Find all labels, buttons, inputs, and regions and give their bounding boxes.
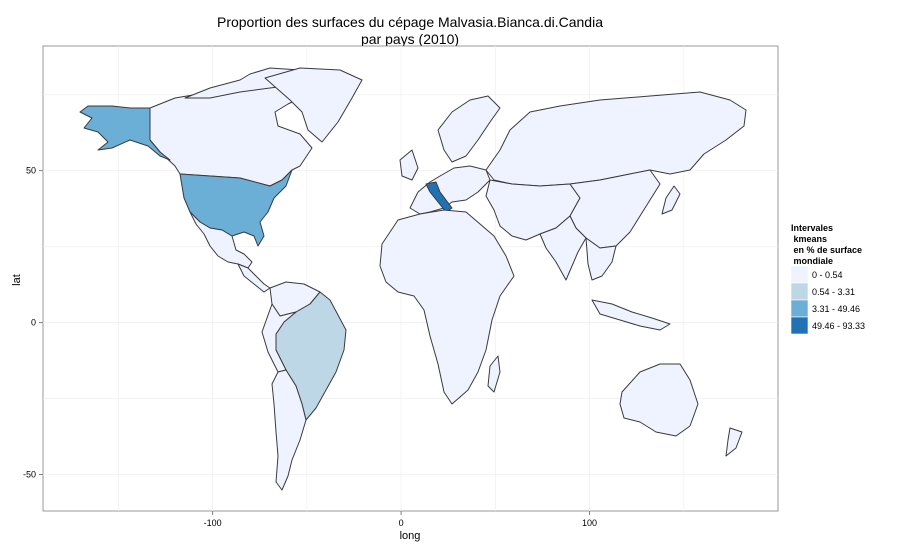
country-uk xyxy=(399,149,419,181)
legend-key xyxy=(790,282,809,301)
legend-key xyxy=(790,316,809,335)
country-new-zealand xyxy=(725,427,743,457)
y-tick-label: -50 xyxy=(23,470,36,480)
country-argentina-chile xyxy=(271,369,307,491)
country-australia xyxy=(619,363,699,437)
x-axis-title: long xyxy=(400,530,421,542)
x-tick-label: 100 xyxy=(582,518,597,528)
legend-title-1: Intervales xyxy=(791,223,833,233)
country-madagascar xyxy=(487,355,501,393)
y-tick-label: 50 xyxy=(26,166,36,176)
legend-title-3: en % de surface xyxy=(791,245,862,255)
country-peru-bolivia xyxy=(261,303,297,373)
legend-label: 49.46 - 93.33 xyxy=(812,321,865,331)
southeast-asia xyxy=(585,237,617,281)
x-tick-label: -100 xyxy=(204,518,222,528)
country-layer xyxy=(79,67,747,491)
country-japan xyxy=(661,185,681,215)
y-axis-title: lat xyxy=(11,274,23,286)
legend-label: 0.54 - 3.31 xyxy=(812,287,855,297)
country-italy xyxy=(425,181,453,213)
legend-key xyxy=(790,299,809,318)
country-mexico xyxy=(189,211,253,269)
country-alaska xyxy=(79,105,171,161)
legend-items: 0 - 0.54 0.54 - 3.31 3.31 - 49.46 49.46 - 9… xyxy=(790,265,865,335)
x-tick-label: 0 xyxy=(399,518,404,528)
y-tick-label: 0 xyxy=(31,318,36,328)
legend-title-2: kmeans xyxy=(791,234,827,244)
indonesia xyxy=(591,299,671,331)
greenland xyxy=(264,67,363,143)
chart-title: Proportion des surfaces du cépage Malvas… xyxy=(0,14,820,48)
legend: Intervales kmeans en % de surface mondia… xyxy=(790,223,865,335)
legend-label: 3.31 - 49.46 xyxy=(812,304,860,314)
axes: -100 0 100 50 0 -50 xyxy=(23,166,597,528)
country-india xyxy=(539,215,587,281)
africa xyxy=(379,209,515,405)
scandinavia xyxy=(437,95,501,163)
title-line-1: Proportion des surfaces du cépage Malvas… xyxy=(216,14,603,30)
legend-key xyxy=(790,265,809,284)
title-line-2: par pays (2010) xyxy=(360,31,460,47)
legend-label: 0 - 0.54 xyxy=(812,270,843,280)
legend-title-4: mondiale xyxy=(791,256,833,266)
